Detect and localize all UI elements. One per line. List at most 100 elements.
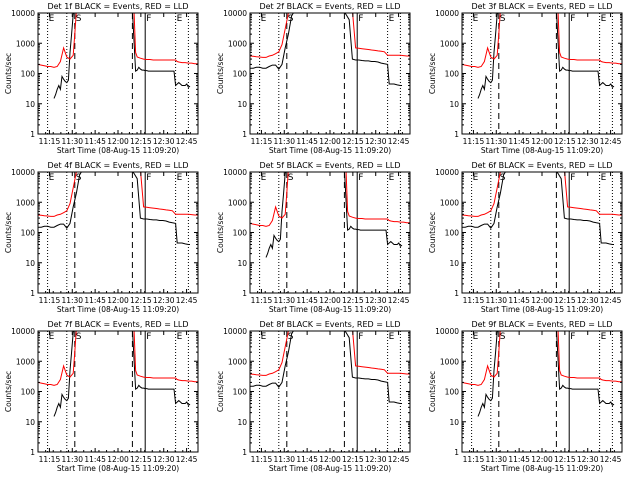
x-tick-label: 12:45 bbox=[176, 296, 198, 305]
panel-title: Det 3f BLACK = Events, RED = LLD bbox=[471, 2, 612, 11]
x-tick-label: 11:30 bbox=[273, 455, 295, 464]
detector-panel: E S F E11:15 11:30 11:45 12:00 12:15 12:30 12:451… bbox=[216, 320, 411, 473]
x-tick-label: 12:30 bbox=[153, 296, 175, 305]
y-tick-label: 1000 bbox=[16, 39, 35, 48]
phase-marker-label: E bbox=[473, 173, 479, 183]
y-axis-label: Counts/sec bbox=[428, 212, 437, 253]
x-tick-label: 11:45 bbox=[296, 296, 318, 305]
plot-frame bbox=[249, 330, 411, 453]
detector-panel: E S F E11:15 11:30 11:45 12:00 12:15 12:30 12:451… bbox=[428, 320, 623, 473]
x-tick-label: 12:15 bbox=[342, 137, 364, 146]
phase-marker-label: E bbox=[177, 173, 183, 183]
phase-marker-label: E bbox=[473, 332, 479, 342]
y-tick-label: 10 bbox=[25, 259, 35, 268]
x-tick-label: 11:15 bbox=[39, 455, 61, 464]
detector-panel: E S F E11:15 11:30 11:45 12:00 12:15 12:30 12:451… bbox=[216, 161, 411, 314]
y-tick-label: 100 bbox=[233, 70, 248, 79]
x-tick-label: 12:30 bbox=[365, 296, 387, 305]
detector-panel: E S F E11:15 11:30 11:45 12:00 12:15 12:30 12:451… bbox=[428, 161, 623, 314]
y-tick-label: 100 bbox=[21, 70, 36, 79]
x-tick-label: 12:45 bbox=[388, 455, 410, 464]
x-tick-label: 11:15 bbox=[463, 455, 485, 464]
phase-marker-label: E bbox=[389, 14, 395, 24]
y-tick-label: 10 bbox=[237, 418, 247, 427]
phase-marker-label: S bbox=[500, 332, 506, 342]
y-tick-label: 10000 bbox=[11, 9, 35, 18]
events-series-line bbox=[53, 331, 191, 417]
y-tick-label: 100 bbox=[445, 229, 460, 238]
y-tick-label: 1000 bbox=[16, 357, 35, 366]
y-tick-label: 10000 bbox=[435, 9, 459, 18]
x-tick-label: 12:45 bbox=[600, 137, 622, 146]
x-tick-label: 12:30 bbox=[365, 455, 387, 464]
y-tick-label: 100 bbox=[233, 388, 248, 397]
events-series-line bbox=[477, 331, 615, 417]
phase-marker-label: S bbox=[76, 332, 82, 342]
x-axis-label: Start Time (08-Aug-15 11:09:20) bbox=[57, 464, 179, 473]
x-tick-label: 11:30 bbox=[61, 137, 83, 146]
x-tick-label: 12:00 bbox=[107, 455, 129, 464]
x-tick-label: 12:30 bbox=[153, 137, 175, 146]
x-tick-label: 12:00 bbox=[531, 137, 553, 146]
y-axis-label: Counts/sec bbox=[216, 53, 225, 94]
phase-marker-label: E bbox=[261, 332, 267, 342]
events-series-line bbox=[250, 13, 402, 86]
phase-marker-label: E bbox=[389, 173, 395, 183]
phase-marker-label: E bbox=[261, 14, 267, 24]
x-tick-label: 12:00 bbox=[531, 455, 553, 464]
x-tick-label: 11:45 bbox=[296, 137, 318, 146]
phase-marker-label: E bbox=[601, 14, 607, 24]
y-axis-label: Counts/sec bbox=[4, 371, 13, 412]
detector-panel: E S F E11:15 11:30 11:45 12:00 12:15 12:30 12:451… bbox=[216, 2, 411, 155]
x-axis-label: Start Time (08-Aug-15 11:09:20) bbox=[481, 305, 603, 314]
y-tick-label: 1000 bbox=[440, 198, 459, 207]
x-tick-label: 11:15 bbox=[39, 137, 61, 146]
y-tick-label: 100 bbox=[445, 70, 460, 79]
lld-series-line bbox=[462, 13, 622, 68]
y-tick-label: 10000 bbox=[223, 168, 247, 177]
y-axis-label: Counts/sec bbox=[428, 371, 437, 412]
x-tick-label: 11:45 bbox=[508, 455, 530, 464]
x-tick-label: 12:15 bbox=[130, 296, 152, 305]
y-tick-label: 100 bbox=[233, 229, 248, 238]
detector-panel: E S F E11:15 11:30 11:45 12:00 12:15 12:30 12:451… bbox=[4, 161, 199, 314]
panel-title: Det 7f BLACK = Events, RED = LLD bbox=[47, 320, 188, 329]
events-series-line bbox=[477, 13, 615, 99]
phase-marker-label: S bbox=[500, 14, 506, 24]
y-tick-label: 1 bbox=[454, 448, 459, 457]
x-tick-label: 12:00 bbox=[107, 137, 129, 146]
x-axis-label: Start Time (08-Aug-15 11:09:20) bbox=[481, 464, 603, 473]
x-tick-label: 11:45 bbox=[508, 296, 530, 305]
detector-panel: E S F E11:15 11:30 11:45 12:00 12:15 12:30 12:451… bbox=[428, 2, 623, 155]
x-axis-label: Start Time (08-Aug-15 11:09:20) bbox=[269, 146, 391, 155]
events-series-line bbox=[462, 172, 614, 245]
x-tick-label: 12:15 bbox=[342, 455, 364, 464]
x-tick-label: 12:30 bbox=[153, 455, 175, 464]
events-series-line bbox=[250, 331, 402, 404]
y-axis-label: Counts/sec bbox=[216, 212, 225, 253]
phase-marker-label: E bbox=[261, 173, 267, 183]
y-tick-label: 1 bbox=[30, 130, 35, 139]
y-axis-label: Counts/sec bbox=[428, 53, 437, 94]
x-tick-label: 12:30 bbox=[365, 137, 387, 146]
x-tick-label: 11:45 bbox=[508, 137, 530, 146]
x-tick-label: 12:45 bbox=[176, 455, 198, 464]
x-tick-label: 11:30 bbox=[485, 296, 507, 305]
x-axis-label: Start Time (08-Aug-15 11:09:20) bbox=[481, 146, 603, 155]
x-tick-label: 11:15 bbox=[39, 296, 61, 305]
x-tick-label: 11:30 bbox=[61, 296, 83, 305]
x-tick-label: 11:15 bbox=[251, 296, 273, 305]
y-tick-label: 1000 bbox=[440, 357, 459, 366]
phase-marker-label: S bbox=[76, 14, 82, 24]
y-tick-label: 10000 bbox=[11, 327, 35, 336]
detector-panel: E S F E11:15 11:30 11:45 12:00 12:15 12:30 12:451… bbox=[4, 2, 199, 155]
phase-marker-label: E bbox=[389, 332, 395, 342]
y-tick-label: 1000 bbox=[228, 39, 247, 48]
phase-marker-label: F bbox=[358, 173, 363, 183]
x-axis-label: Start Time (08-Aug-15 11:09:20) bbox=[57, 146, 179, 155]
y-tick-label: 1000 bbox=[16, 198, 35, 207]
x-tick-label: 12:45 bbox=[600, 455, 622, 464]
x-tick-label: 12:15 bbox=[130, 455, 152, 464]
lld-series-line bbox=[250, 331, 410, 376]
x-tick-label: 12:15 bbox=[342, 296, 364, 305]
